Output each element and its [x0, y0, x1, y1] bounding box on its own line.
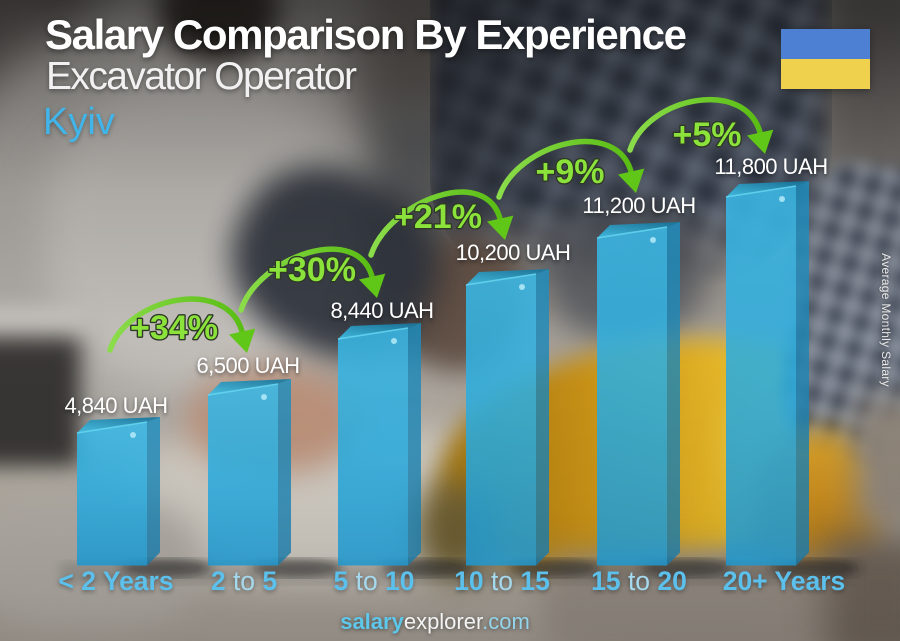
- svg-text:+21%: +21%: [394, 198, 482, 236]
- svg-text:+34%: +34%: [130, 309, 218, 347]
- svg-text:+5%: +5%: [673, 116, 742, 154]
- svg-text:+30%: +30%: [268, 251, 356, 289]
- svg-text:+9%: +9%: [536, 153, 605, 191]
